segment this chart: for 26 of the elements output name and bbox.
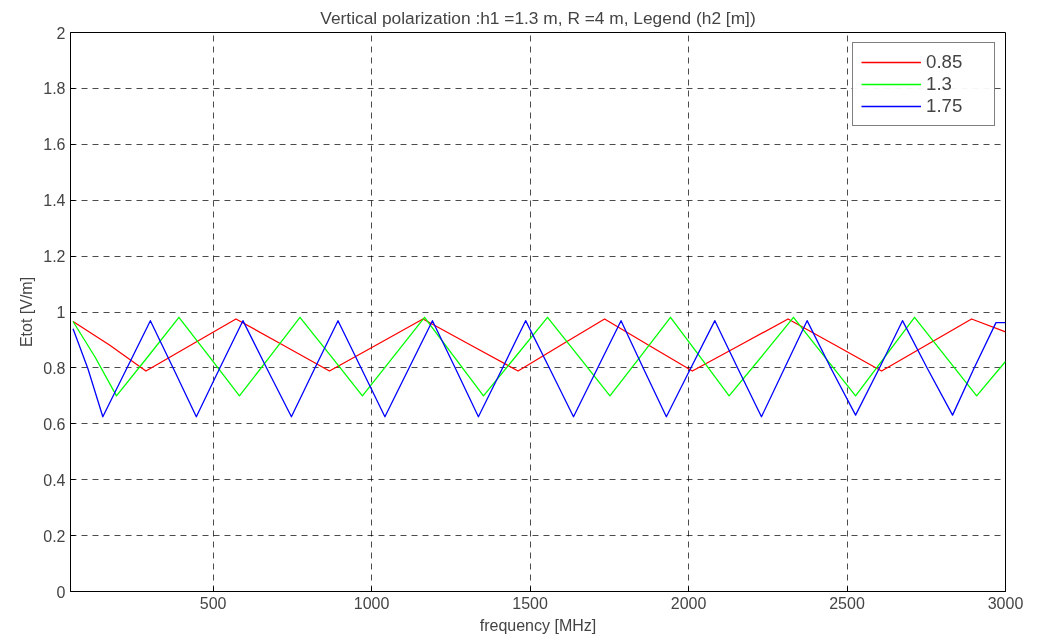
legend-label: 1.75 (926, 95, 964, 117)
y-tick-label: 2 (56, 24, 66, 42)
y-tick-label: 1.4 (43, 192, 66, 210)
y-tick-label: 1 (56, 304, 66, 321)
y-tick-label: 1.6 (43, 136, 66, 154)
legend-label: 1.3 (926, 73, 953, 95)
chart-title: Vertical polarization :h1 =1.3 m, R =4 m, Legend (h2 [m]) (320, 7, 756, 28)
x-tick-label: 2500 (829, 594, 865, 612)
y-axis-title: Etot [V/m] (18, 276, 36, 348)
y-tick-label: 1.8 (43, 80, 66, 98)
legend-label: 0.85 (926, 51, 964, 73)
x-tick-label: 2000 (670, 594, 707, 612)
x-tick-label: 500 (199, 594, 227, 612)
y-tick-label: 0.8 (43, 359, 66, 377)
y-tick-label: 0.6 (43, 415, 66, 433)
line-series (72, 320, 1006, 418)
line-series (72, 318, 1006, 372)
x-tick-label: 3000 (987, 594, 1024, 612)
y-tick-label: 0.4 (43, 471, 66, 489)
y-tick-label: 0 (56, 583, 66, 601)
x-tick-label: 1500 (512, 594, 548, 612)
line-series (72, 316, 1006, 397)
x-tick-label: 1000 (353, 594, 390, 612)
y-tick-label: 1.2 (43, 248, 66, 266)
x-axis-title: frequency [MHz] (479, 616, 597, 634)
y-tick-label: 0.2 (43, 527, 66, 545)
